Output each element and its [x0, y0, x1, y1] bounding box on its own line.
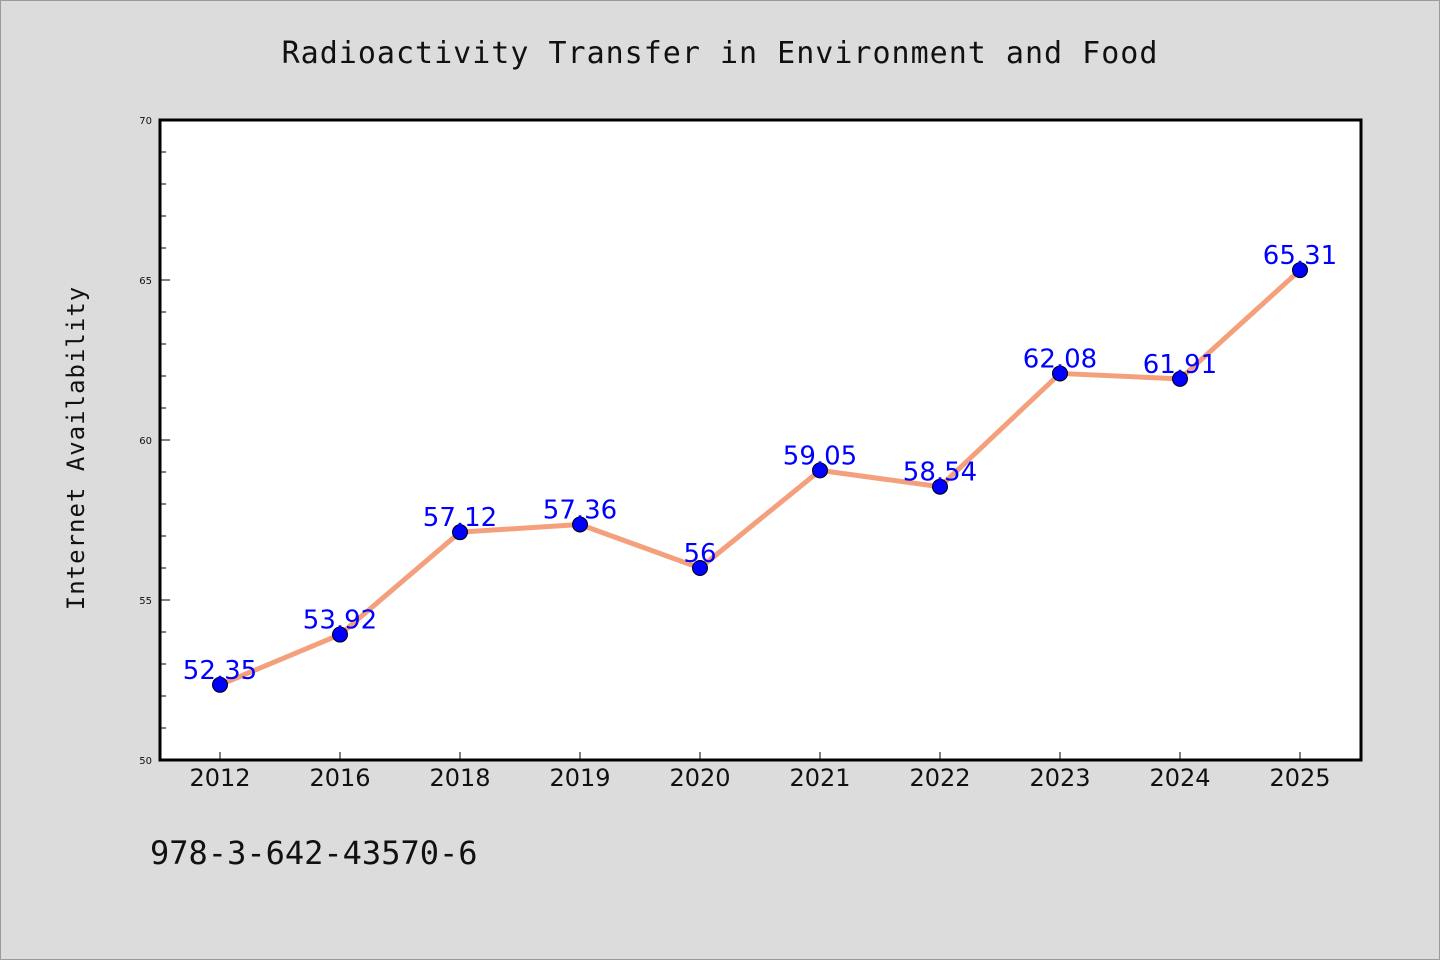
x-tick-label: 2012 — [189, 764, 250, 792]
chart-title: Radioactivity Transfer in Environment an… — [282, 36, 1159, 71]
data-point — [1052, 365, 1068, 382]
x-tick-label: 2018 — [429, 764, 490, 792]
data-label: 56 — [683, 539, 716, 569]
x-tick-label: 2021 — [789, 764, 850, 792]
data-point — [212, 676, 228, 693]
x-axis: 2012 2016 2018 2019 2020 2021 2022 2023 2024 2025 — [189, 752, 1331, 792]
data-point — [332, 626, 348, 643]
y-tick-label: 65 — [139, 276, 152, 287]
x-tick-label: 2023 — [1029, 764, 1090, 792]
data-point — [452, 524, 468, 541]
data-point — [1292, 262, 1308, 279]
footnote-isbn: 978-3-642-43570-6 — [150, 834, 478, 872]
data-labels-group: 52.35 53.92 57.12 57.36 56 59.05 58.54 62.08 61.… — [183, 241, 1337, 686]
y-axis: 50 55 60 65 70 — [139, 116, 170, 767]
data-label: 53.92 — [303, 606, 377, 636]
y-tick-label: 50 — [139, 756, 152, 767]
x-tick-label: 2019 — [549, 764, 610, 792]
data-label: 57.12 — [423, 503, 497, 533]
data-label: 58.54 — [903, 458, 977, 488]
y-tick-label: 60 — [139, 436, 152, 447]
data-point — [692, 560, 708, 576]
y-tick-label: 55 — [139, 596, 152, 607]
plot-area — [158, 118, 1363, 762]
x-tick-label: 2024 — [1149, 764, 1210, 792]
data-label: 59.05 — [783, 441, 857, 471]
data-point — [812, 462, 828, 479]
data-point — [572, 516, 588, 533]
data-label: 52.35 — [183, 656, 257, 686]
data-point — [1172, 370, 1188, 387]
x-tick-label: 2025 — [1269, 764, 1330, 792]
x-tick-label: 2022 — [909, 764, 970, 792]
data-label: 61.91 — [1143, 350, 1217, 380]
data-label: 65.31 — [1263, 241, 1337, 271]
x-tick-label: 2016 — [309, 764, 370, 792]
y-tick-label: 70 — [139, 116, 152, 127]
data-label: 57.36 — [543, 495, 617, 525]
x-tick-label: 2020 — [669, 764, 730, 792]
series-line — [217, 267, 1303, 688]
series-line-group — [212, 262, 1308, 693]
y-axis-label: Internet Availability — [62, 286, 90, 610]
data-point — [932, 478, 948, 495]
data-label: 62.08 — [1023, 344, 1097, 374]
